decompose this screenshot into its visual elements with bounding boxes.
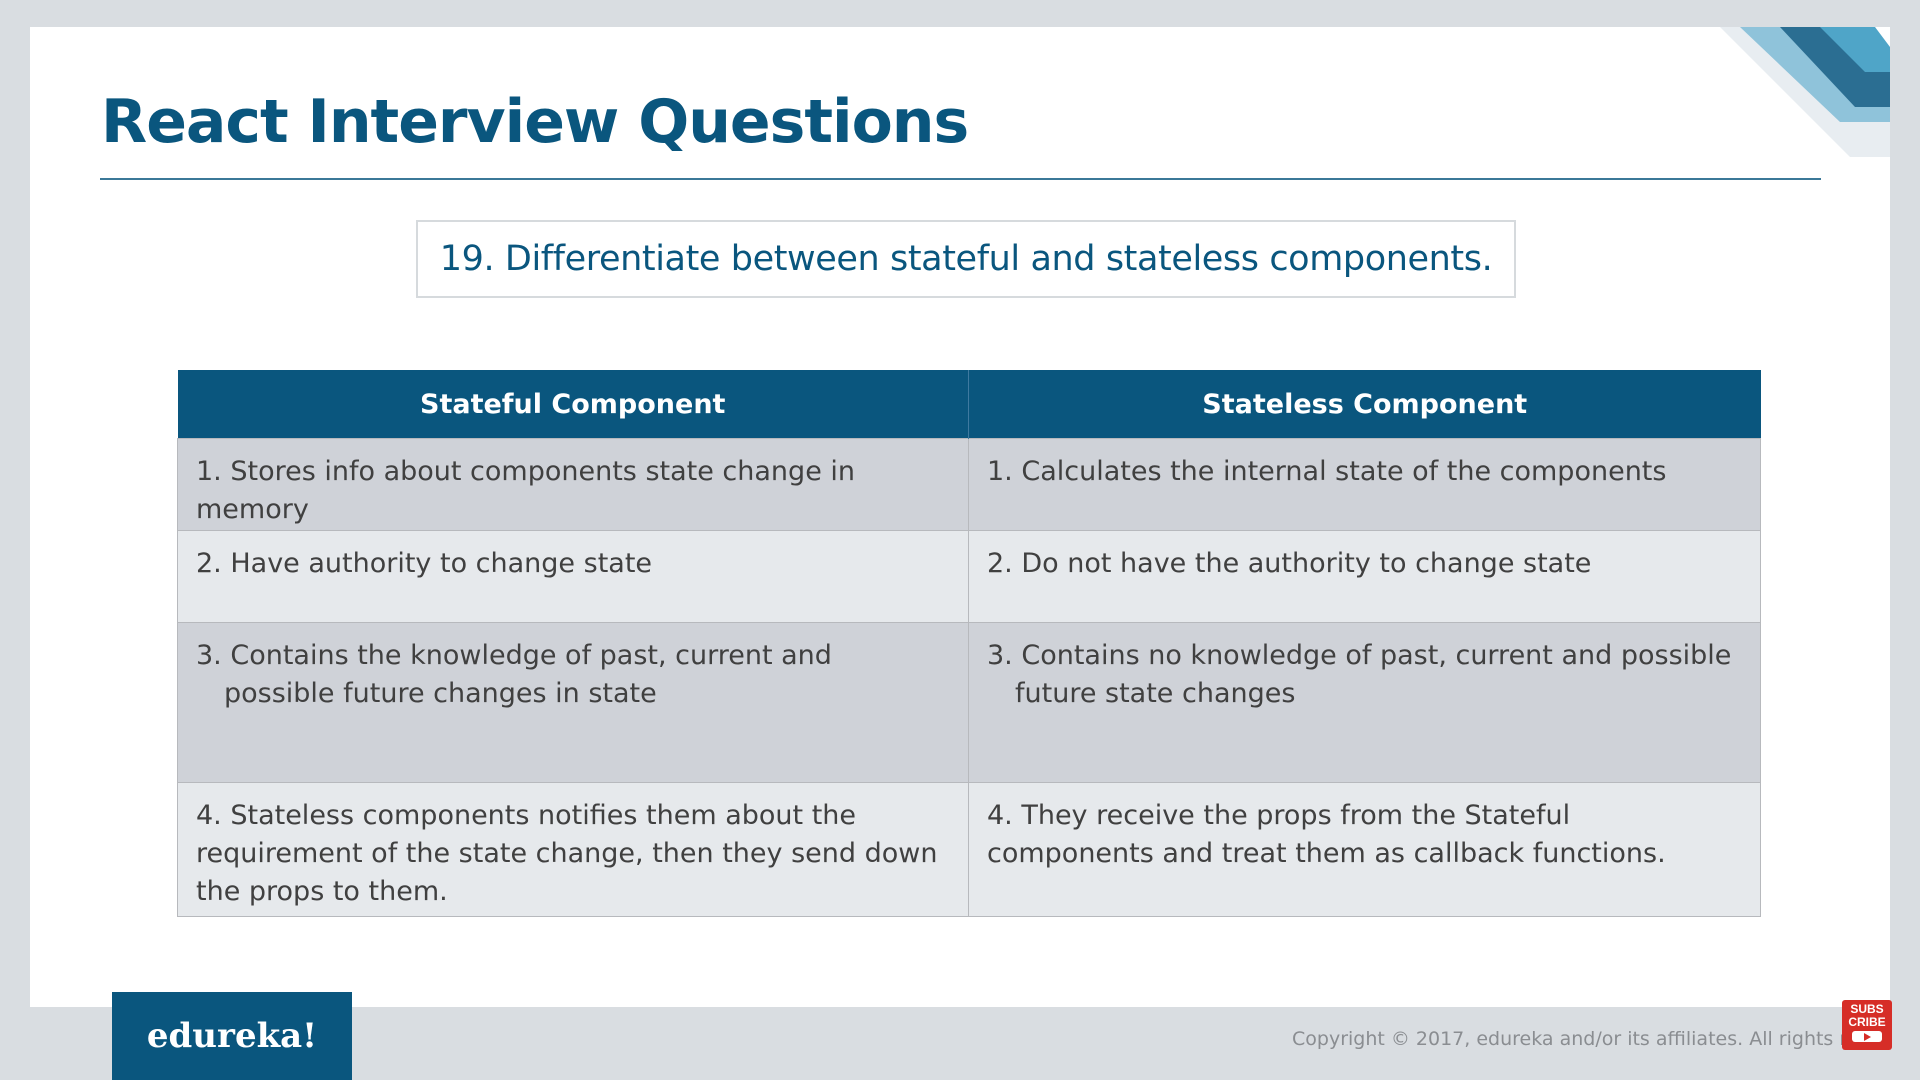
table-cell: 3. Contains the knowledge of past, curre… <box>177 622 969 783</box>
table-row: 4. Stateless components notifies them ab… <box>177 782 1761 917</box>
stateless-point-4: 4. They receive the props from the State… <box>987 800 1666 869</box>
stateful-point-1: 1. Stores info about components state ch… <box>196 456 855 525</box>
question-box: 19. Differentiate between stateful and s… <box>416 220 1516 298</box>
table-row: 1. Stores info about components state ch… <box>177 438 1761 531</box>
table-row: 2. Have authority to change state 2. Do … <box>177 530 1761 623</box>
stateless-point-1: 1. Calculates the internal state of the … <box>987 456 1667 487</box>
table-cell: 2. Have authority to change state <box>177 530 969 623</box>
page-title: React Interview Questions <box>101 87 969 157</box>
stateful-point-4: 4. Stateless components notifies them ab… <box>196 800 938 907</box>
subscribe-label-2: CRIBE <box>1848 1015 1886 1029</box>
table-cell: 2. Do not have the authority to change s… <box>968 530 1761 623</box>
stateful-point-3: 3. Contains the knowledge of past, curre… <box>196 640 832 709</box>
table-cell: 4. They receive the props from the State… <box>968 782 1761 917</box>
subscribe-button[interactable]: SUBS CRIBE <box>1842 1000 1892 1050</box>
subscribe-label-1: SUBS <box>1850 1002 1884 1016</box>
header-stateful: Stateful Component <box>177 370 969 439</box>
logo-text: edureka! <box>146 1016 318 1056</box>
stateless-point-2: 2. Do not have the authority to change s… <box>987 548 1592 579</box>
corner-decoration-icon <box>1720 27 1890 157</box>
play-icon <box>1852 1031 1882 1042</box>
copyright-text: Copyright © 2017, edureka and/or its aff… <box>1292 1028 1844 1050</box>
table-header-row: Stateful Component Stateless Component <box>177 370 1761 439</box>
header-stateless: Stateless Component <box>968 370 1761 439</box>
table-cell: 4. Stateless components notifies them ab… <box>177 782 969 917</box>
stateless-point-3: 3. Contains no knowledge of past, curren… <box>987 640 1732 709</box>
table-row: 3. Contains the knowledge of past, curre… <box>177 622 1761 783</box>
title-divider <box>100 178 1821 180</box>
comparison-table: Stateful Component Stateless Component 1… <box>177 370 1761 917</box>
table-cell: 3. Contains no knowledge of past, curren… <box>968 622 1761 783</box>
stateful-point-2: 2. Have authority to change state <box>196 548 653 579</box>
question-text: 19. Differentiate between stateful and s… <box>439 239 1493 279</box>
edureka-logo: edureka! <box>112 992 352 1080</box>
table-cell: 1. Stores info about components state ch… <box>177 438 969 531</box>
table-cell: 1. Calculates the internal state of the … <box>968 438 1761 531</box>
